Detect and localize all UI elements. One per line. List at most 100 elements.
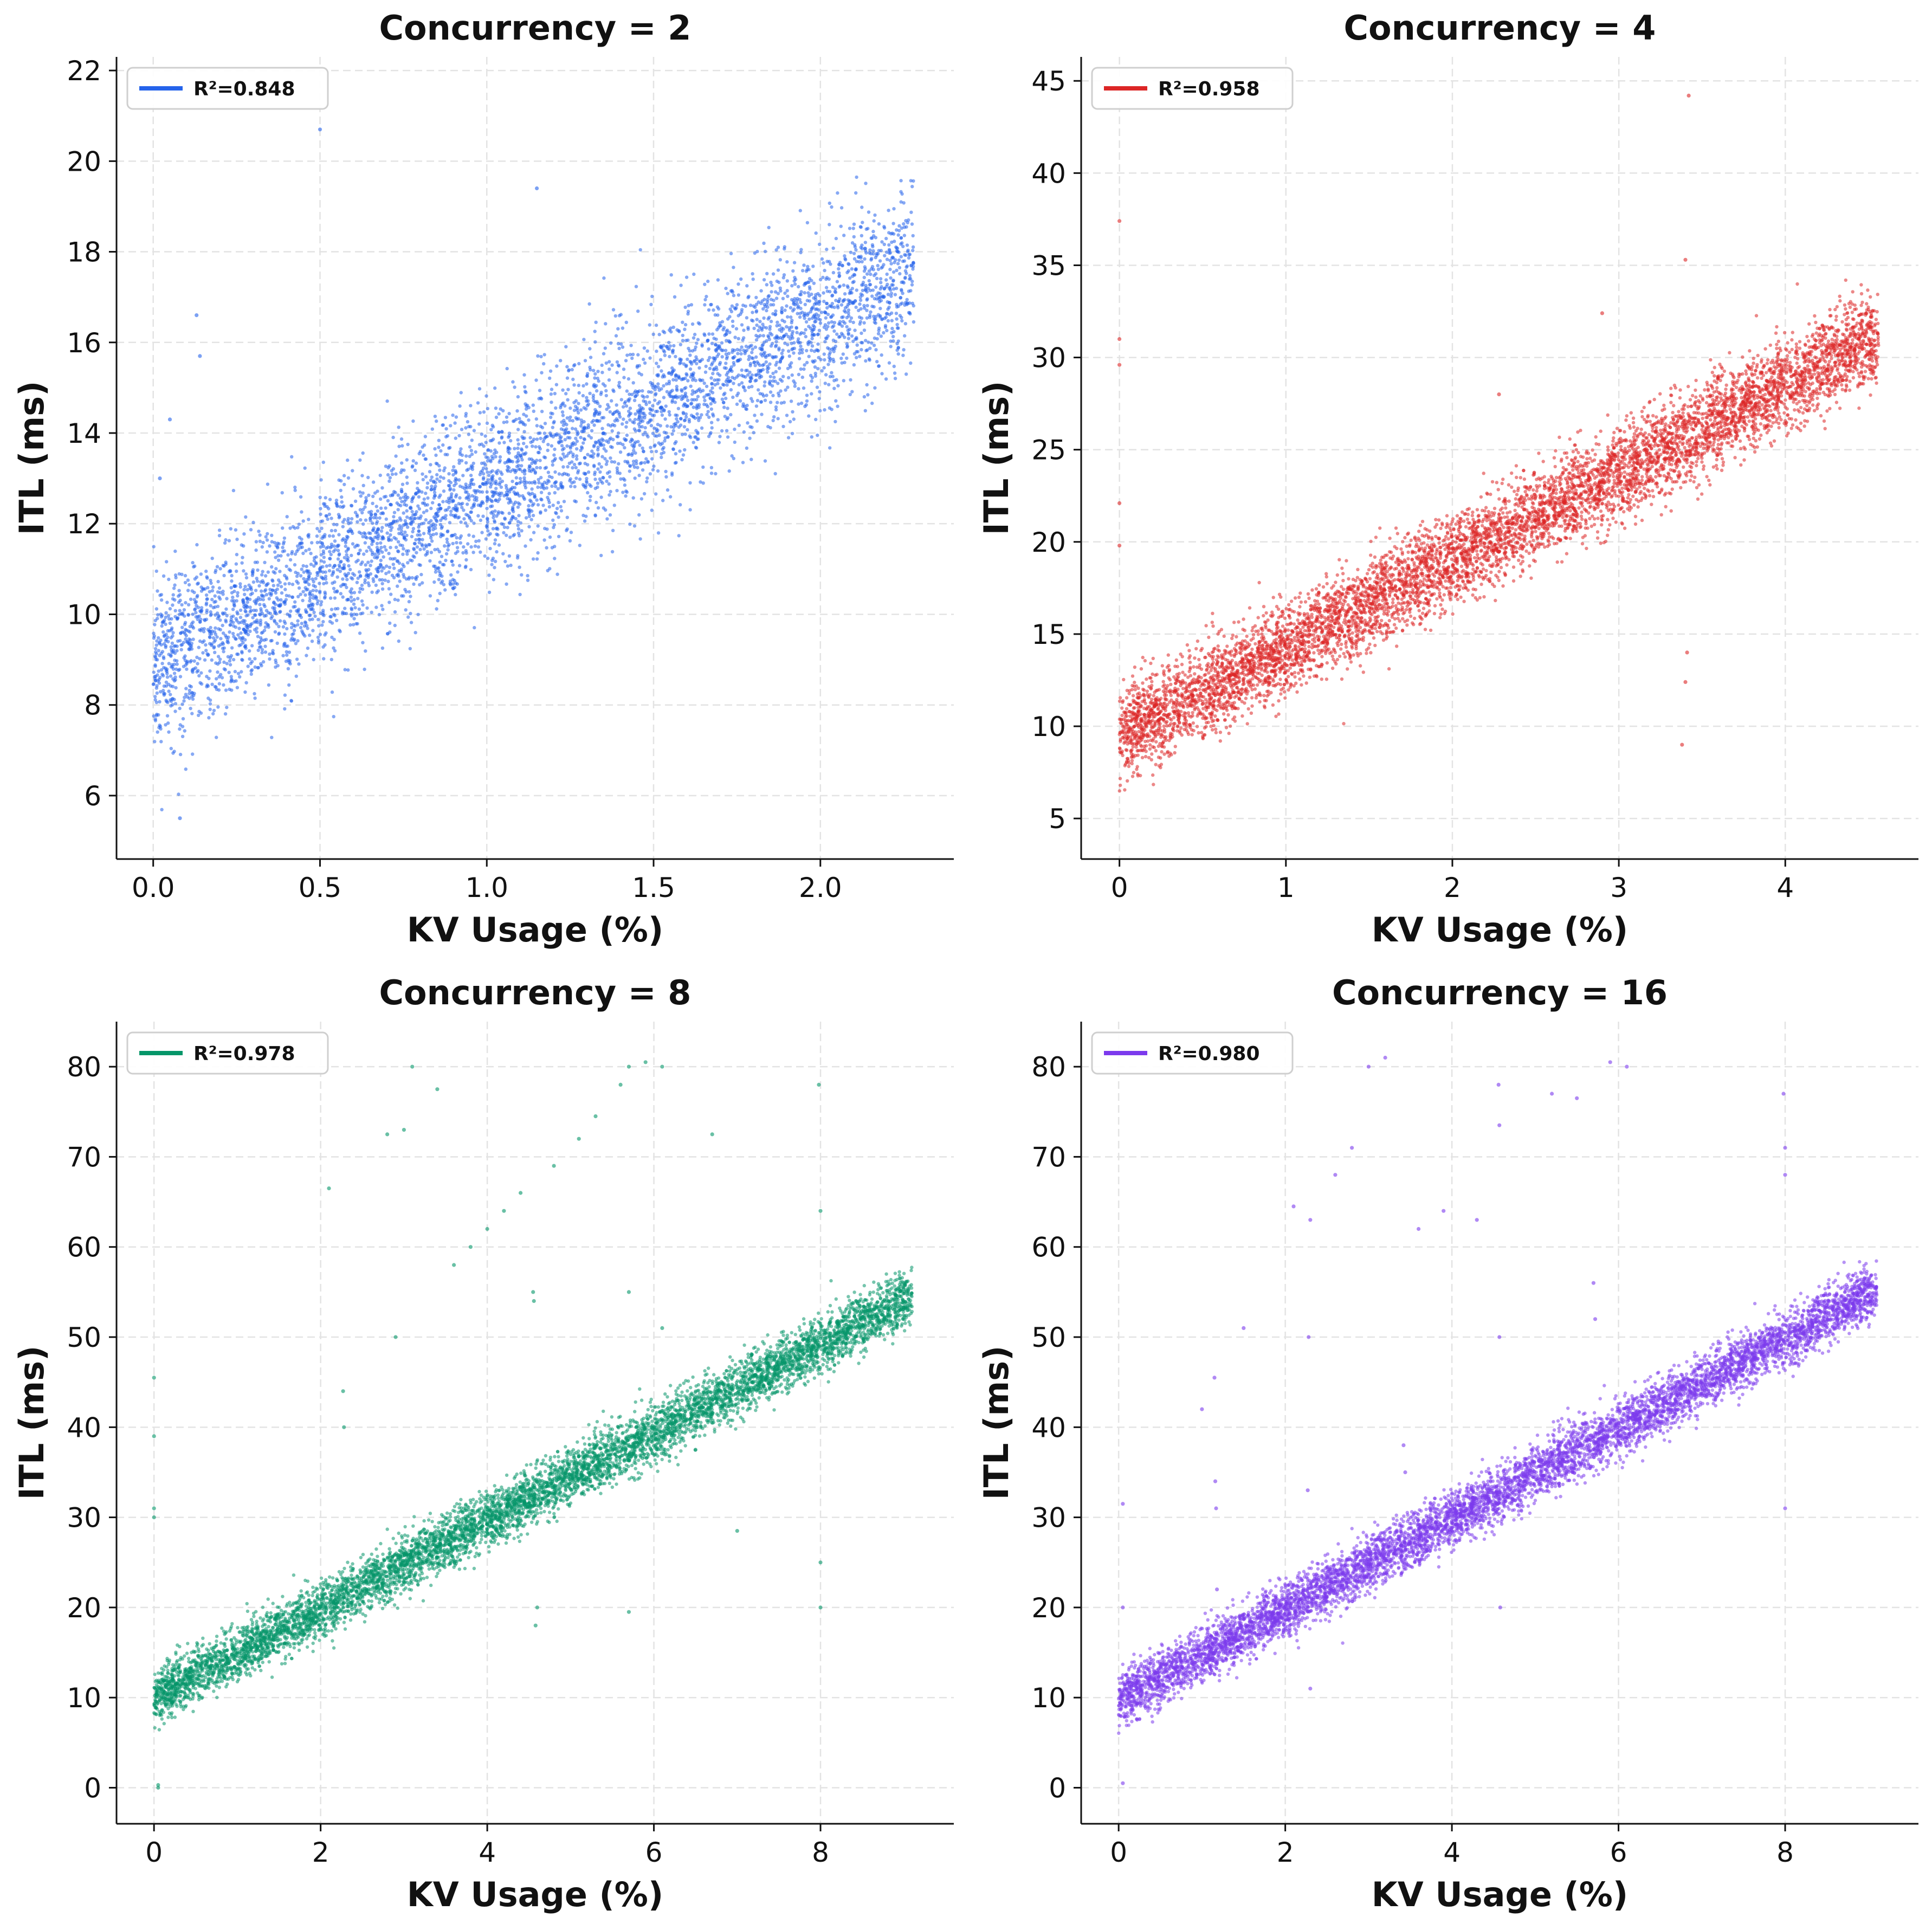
data-point [911, 249, 915, 253]
data-point [548, 376, 552, 380]
data-point [413, 631, 417, 635]
data-point [767, 315, 771, 319]
data-point [196, 662, 199, 666]
data-point [738, 399, 742, 403]
data-point [341, 577, 345, 581]
data-point [666, 435, 670, 438]
data-point [716, 418, 720, 422]
data-point [531, 444, 534, 448]
data-point [633, 476, 637, 480]
data-point [311, 593, 314, 597]
data-point [315, 534, 319, 538]
data-point [388, 621, 392, 625]
data-point [464, 482, 468, 486]
data-point [604, 322, 608, 326]
data-point [495, 482, 499, 486]
data-point [345, 585, 348, 590]
data-point [685, 373, 689, 377]
data-point [444, 558, 448, 563]
data-point [217, 595, 221, 599]
data-point [539, 424, 543, 428]
data-point [652, 464, 656, 468]
data-point [321, 534, 325, 539]
data-point [254, 540, 259, 544]
data-point [156, 613, 160, 617]
data-point [525, 404, 528, 408]
data-point [544, 435, 548, 438]
data-point [331, 581, 334, 585]
data-point [729, 251, 733, 255]
data-point [582, 338, 586, 341]
data-point [418, 533, 422, 537]
data-point [153, 740, 157, 744]
data-point [560, 444, 564, 448]
data-point [182, 630, 186, 634]
data-point [860, 348, 863, 352]
data-point [724, 332, 728, 336]
data-point [814, 417, 818, 422]
data-point [384, 464, 388, 468]
data-point [760, 412, 764, 416]
data-point [719, 324, 723, 328]
data-point [178, 727, 182, 731]
data-point [152, 714, 156, 718]
data-point [681, 320, 684, 324]
data-point [180, 725, 185, 728]
data-point [396, 598, 400, 602]
data-point [320, 576, 324, 579]
data-point [766, 353, 770, 357]
data-point [635, 364, 639, 368]
data-point [648, 418, 652, 422]
data-point [802, 263, 806, 267]
data-point [214, 626, 217, 630]
data-point [293, 563, 297, 567]
data-point [184, 634, 188, 638]
data-point [744, 369, 748, 372]
data-point [423, 443, 427, 447]
data-point [739, 352, 743, 356]
data-point [399, 437, 404, 441]
data-point [609, 456, 612, 460]
data-point [265, 583, 269, 586]
data-point [235, 610, 239, 614]
data-point [826, 321, 831, 325]
data-point [577, 469, 580, 473]
data-point [854, 299, 857, 303]
data-point [904, 372, 908, 376]
data-point [346, 556, 350, 560]
data-point [405, 515, 409, 519]
data-point [632, 524, 637, 528]
data-point [403, 522, 407, 527]
data-point [636, 353, 640, 357]
data-point [453, 421, 457, 425]
data-point [817, 314, 820, 318]
data-point [422, 453, 425, 457]
data-point [778, 258, 783, 262]
data-point [474, 450, 477, 454]
data-point [457, 515, 461, 519]
data-point [790, 284, 794, 288]
data-point [688, 434, 692, 438]
data-point [679, 358, 683, 362]
data-point [586, 490, 590, 495]
data-point [744, 350, 747, 354]
data-point [752, 360, 757, 364]
data-point [755, 398, 760, 403]
data-point [736, 314, 740, 318]
data-point [864, 359, 868, 363]
data-point [315, 527, 319, 531]
data-point [678, 449, 682, 453]
data-point [281, 526, 285, 530]
data-point [455, 541, 458, 545]
data-point [821, 275, 825, 280]
data-point [887, 248, 891, 251]
data-point [235, 652, 239, 656]
data-point [845, 315, 849, 320]
data-point [299, 495, 303, 499]
data-point [656, 382, 660, 386]
data-point [662, 396, 666, 399]
data-point [593, 470, 597, 474]
data-point [805, 299, 810, 302]
data-point [514, 517, 518, 521]
data-point [749, 457, 753, 461]
